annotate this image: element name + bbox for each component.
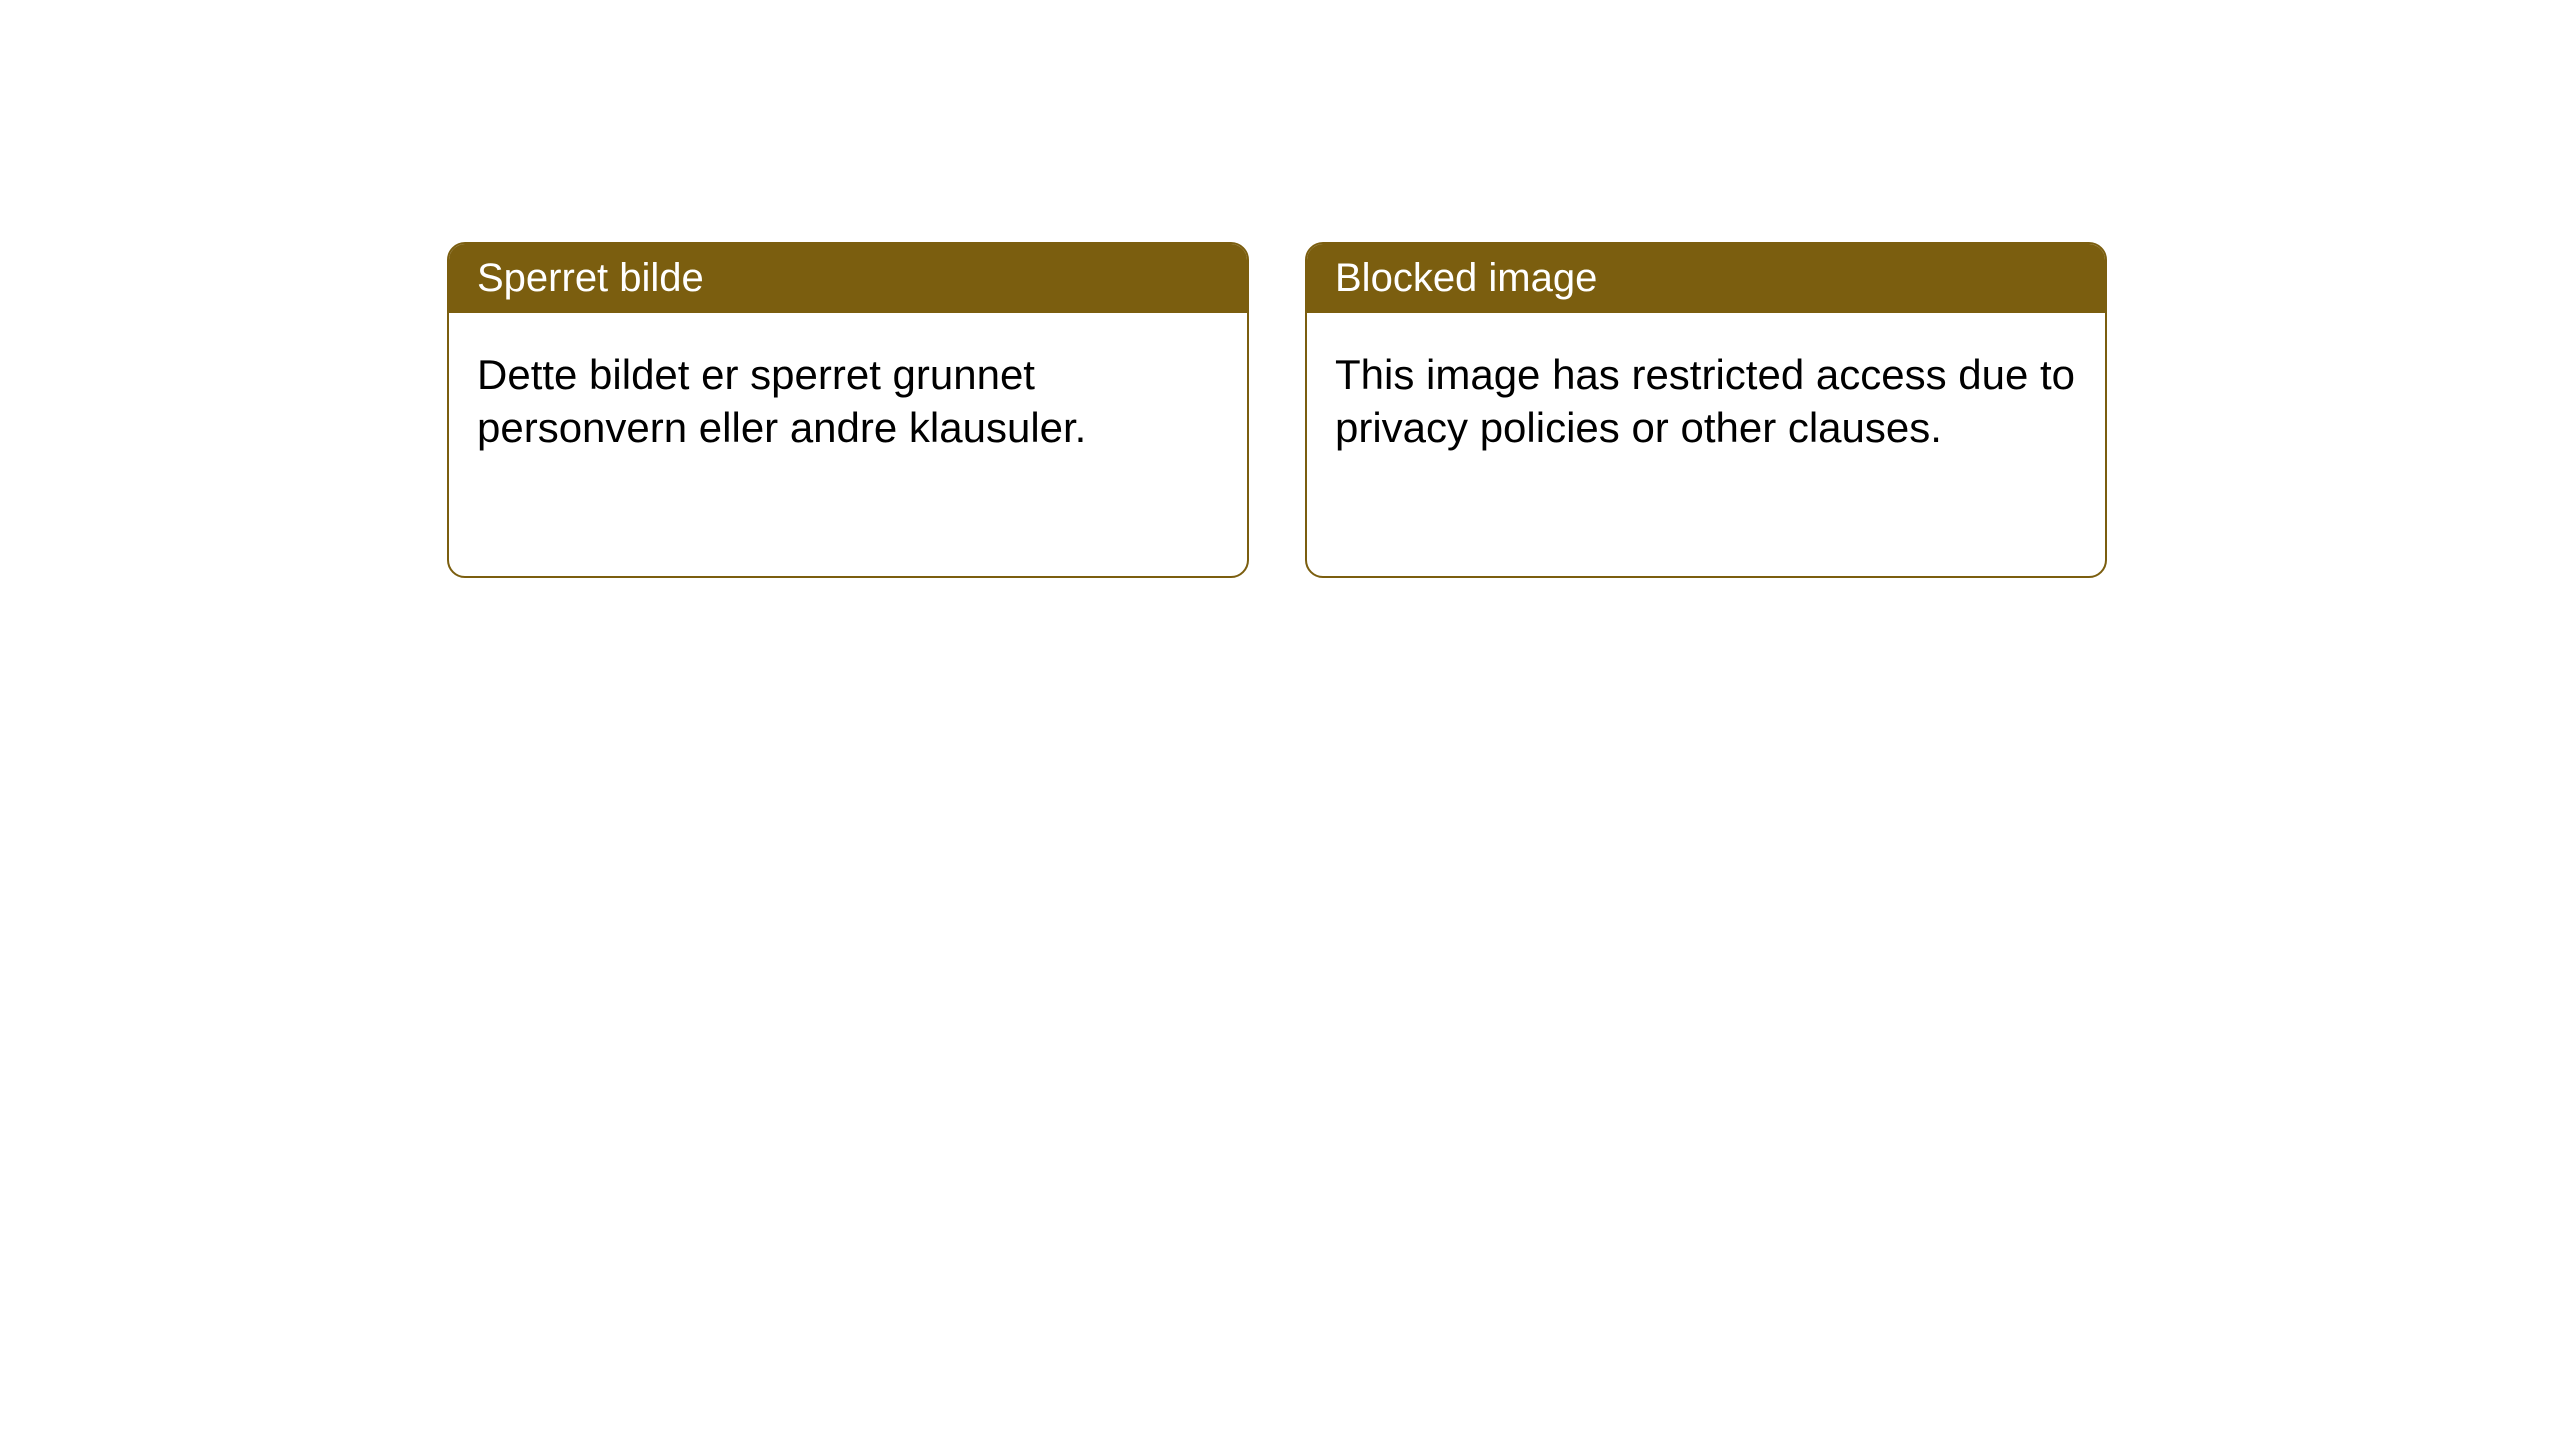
card-body-text: Dette bildet er sperret grunnet personve… <box>477 351 1086 451</box>
card-header: Sperret bilde <box>449 244 1247 313</box>
card-title: Blocked image <box>1335 256 1597 300</box>
notice-container: Sperret bilde Dette bildet er sperret gr… <box>0 0 2560 578</box>
blocked-image-card-en: Blocked image This image has restricted … <box>1305 242 2107 578</box>
card-body: This image has restricted access due to … <box>1307 313 2105 490</box>
blocked-image-card-no: Sperret bilde Dette bildet er sperret gr… <box>447 242 1249 578</box>
card-title: Sperret bilde <box>477 256 704 300</box>
card-body: Dette bildet er sperret grunnet personve… <box>449 313 1247 490</box>
card-header: Blocked image <box>1307 244 2105 313</box>
card-body-text: This image has restricted access due to … <box>1335 351 2075 451</box>
